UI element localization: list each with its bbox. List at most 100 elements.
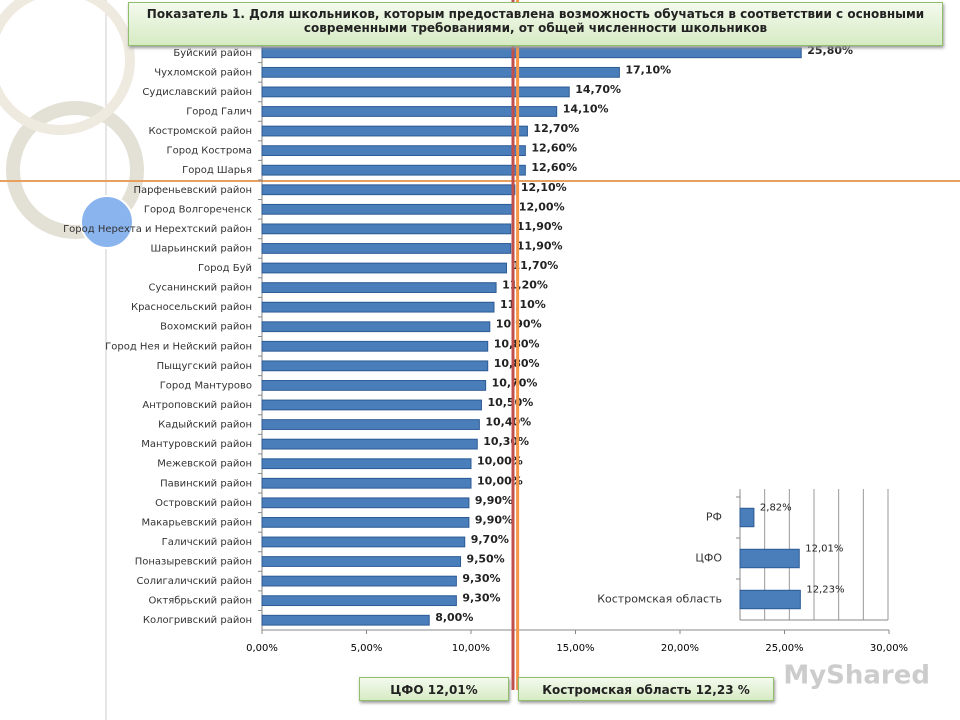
y-tick-label: Галичский район <box>162 537 252 548</box>
bar <box>261 575 457 587</box>
value-label: 12,70% <box>533 122 579 135</box>
y-tick-label: Город Кострома <box>167 146 252 157</box>
y-tick-label: Костромская область <box>597 593 722 606</box>
watermark: MyShared <box>783 661 930 691</box>
value-label: 12,01% <box>805 544 843 555</box>
value-label: 11,90% <box>517 239 563 252</box>
y-tick-label: Сусанинский район <box>149 283 252 294</box>
value-label: 10,00% <box>477 455 523 468</box>
y-tick-label: Шарьинский район <box>151 243 252 254</box>
value-label: 12,23% <box>806 585 844 596</box>
value-label: 12,60% <box>531 161 577 174</box>
decor-circle <box>6 101 144 239</box>
bar <box>261 380 487 391</box>
y-tick-label: Кологривский район <box>143 615 252 626</box>
bar <box>261 497 470 509</box>
y-tick-label: Межевской район <box>157 459 252 470</box>
value-label: 10,30% <box>483 435 529 448</box>
bar <box>261 125 528 137</box>
bar <box>261 321 491 333</box>
x-tick-label: 0,00% <box>246 643 278 654</box>
x-tick-label: 25,00% <box>765 643 803 654</box>
bar <box>261 595 457 607</box>
value-label: 9,50% <box>467 553 505 566</box>
value-label: 9,90% <box>475 494 513 507</box>
y-tick-label: Город Нерехта и Нерехтский район <box>63 224 252 235</box>
y-tick-label: Город Шарья <box>182 165 252 176</box>
bar <box>261 536 466 548</box>
bar <box>261 66 620 78</box>
value-label: 11,70% <box>513 259 559 272</box>
value-label: 14,70% <box>575 83 621 96</box>
y-tick-label: Город Волгореченск <box>144 204 252 215</box>
value-label: 9,70% <box>471 533 509 546</box>
bar <box>261 360 489 372</box>
value-label: 12,00% <box>519 200 565 213</box>
value-label: 11,20% <box>502 279 548 292</box>
x-tick-label: 15,00% <box>556 643 594 654</box>
ref-label: ЦФО 12,01% <box>359 677 509 701</box>
value-label: 10,70% <box>492 376 538 389</box>
decor-circle <box>80 195 134 249</box>
value-label: 12,60% <box>531 142 577 155</box>
value-label: 25,80% <box>807 44 853 57</box>
value-label: 9,90% <box>475 513 513 526</box>
bar <box>261 516 470 528</box>
bar <box>261 282 497 293</box>
chart-title: Показатель 1. Доля школьников, которым п… <box>128 2 943 46</box>
bar <box>261 184 516 196</box>
ref-label: Костромская область 12,23 % <box>518 677 774 701</box>
bar <box>261 243 512 254</box>
value-label: 9,30% <box>462 592 500 605</box>
value-label: 10,50% <box>487 396 533 409</box>
value-label: 11,90% <box>517 220 563 233</box>
bar <box>261 47 802 59</box>
bar <box>261 614 430 626</box>
y-tick-label: Октябрьский район <box>148 596 252 607</box>
bar <box>261 262 508 274</box>
y-tick-label: Вохомский район <box>160 322 252 333</box>
y-tick-label: Город Мантурово <box>160 380 252 391</box>
value-label: 14,10% <box>563 102 609 115</box>
y-tick-label: Город Буй <box>198 263 252 274</box>
x-tick-label: 30,00% <box>870 643 908 654</box>
y-tick-label: Чухломской район <box>154 67 252 78</box>
y-tick-label: Солигаличский район <box>136 576 252 587</box>
bar <box>261 419 480 430</box>
x-tick-label: 20,00% <box>661 643 699 654</box>
y-tick-label: Костромской район <box>148 126 252 137</box>
value-label: 10,40% <box>485 416 531 429</box>
y-tick-label: Красносельский район <box>131 302 252 313</box>
y-tick-label: Парфеньевский район <box>133 185 252 196</box>
bar <box>261 86 570 98</box>
bar <box>261 301 495 313</box>
bar <box>261 203 514 215</box>
decor-circle <box>0 0 135 135</box>
bar <box>261 164 526 176</box>
y-tick-label: Судиславский район <box>142 87 252 98</box>
y-tick-label: Город Нея и Нейский район <box>105 341 252 352</box>
value-label: 2,82% <box>760 503 792 514</box>
value-label: 11,10% <box>500 298 546 311</box>
x-tick-label: 5,00% <box>351 643 383 654</box>
y-tick-label: Кадыйский район <box>158 420 252 431</box>
y-tick-label: ЦФО <box>695 552 722 565</box>
bar <box>261 477 472 489</box>
x-tick-label: 10,00% <box>452 643 490 654</box>
bar <box>261 458 472 470</box>
y-tick-label: Город Галич <box>186 106 252 117</box>
y-tick-label: Павинский район <box>160 478 252 489</box>
bar <box>261 145 526 157</box>
y-tick-label: Мантуровский район <box>141 439 252 450</box>
bar <box>261 438 478 450</box>
value-label: 12,10% <box>521 181 567 194</box>
bar <box>261 106 558 117</box>
bar <box>261 399 482 411</box>
bar <box>261 223 512 235</box>
bar <box>739 589 801 610</box>
y-tick-label: Антроповский район <box>142 400 252 411</box>
bar <box>739 548 800 569</box>
y-tick-label: Буйский район <box>173 48 252 59</box>
